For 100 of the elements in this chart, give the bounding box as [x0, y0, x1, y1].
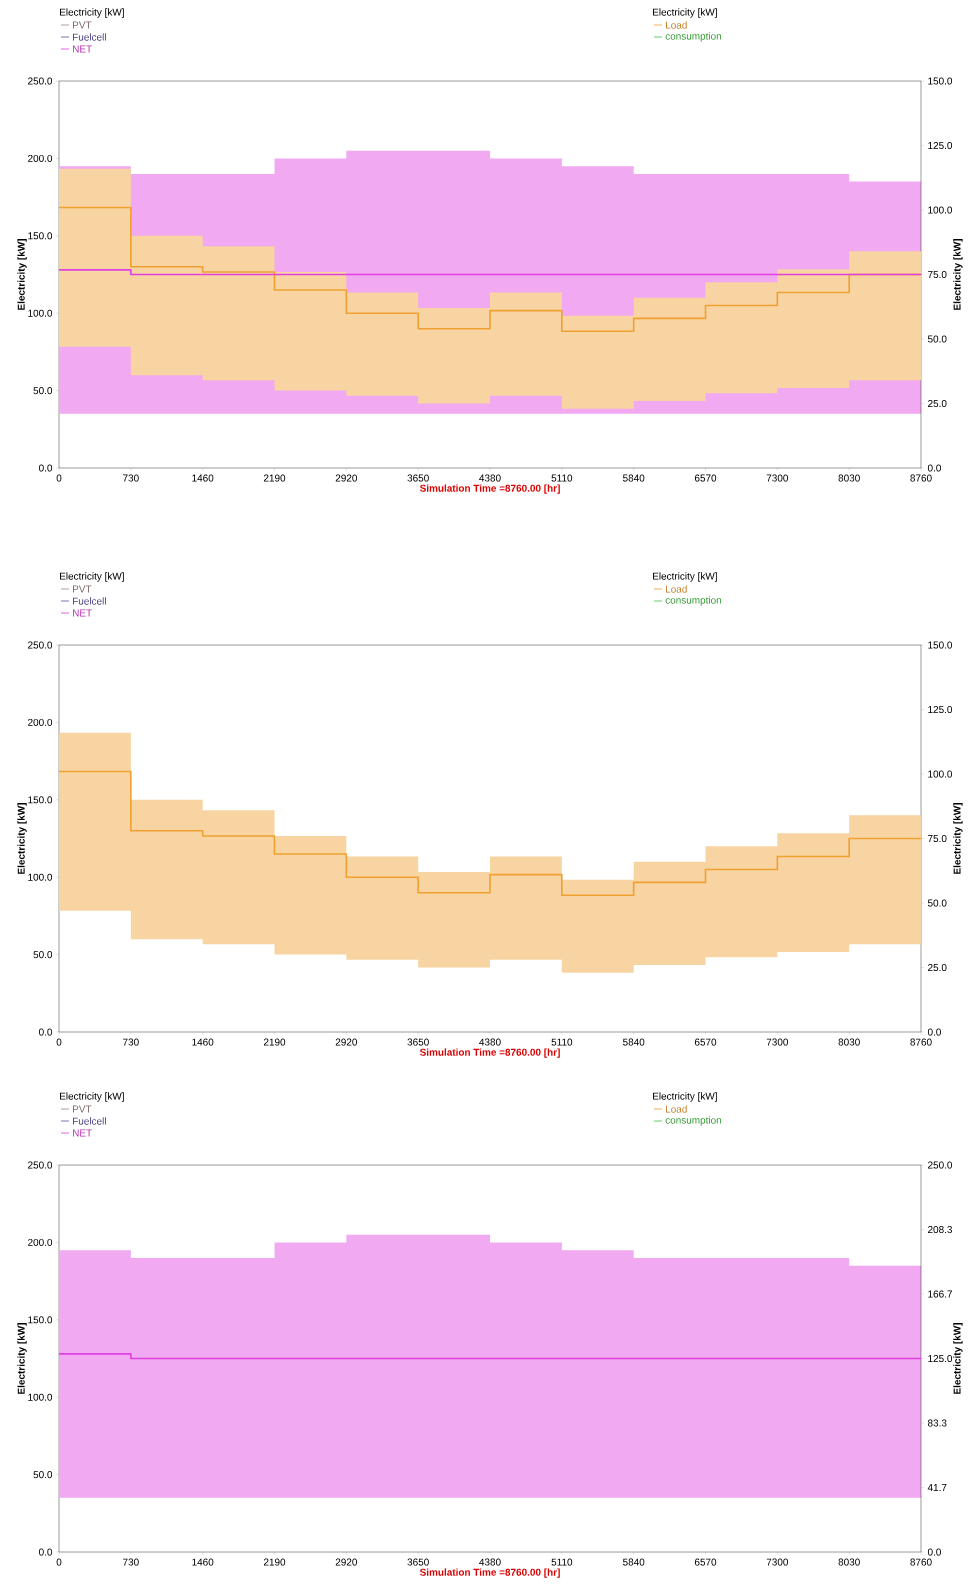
legend-label: PVT: [73, 1105, 92, 1113]
y-tick-label: 100.0: [28, 309, 53, 317]
legend-label: Load: [666, 585, 687, 593]
y-tick-label: 50.0: [33, 1471, 53, 1479]
y2-axis-title: Electricity [kW]: [953, 803, 963, 874]
x-tick-label: 2190: [263, 474, 286, 482]
y2-tick-label: 25.0: [928, 399, 947, 408]
x-tick-label: 5840: [622, 1558, 645, 1566]
y2-tick-label: 166.7: [928, 1290, 952, 1298]
y2-tick-label: 100.0: [928, 206, 953, 214]
y-axis-title: Electricity [kW]: [17, 239, 27, 310]
y-tick-label: 250.0: [28, 77, 53, 85]
x-tick-label: 5840: [622, 1038, 645, 1046]
x-tick-label: 6570: [694, 1038, 717, 1046]
y-tick-label: 100.0: [28, 873, 53, 881]
legend-title: Electricity [kW]: [60, 8, 124, 18]
legend-label: consumption: [665, 596, 722, 606]
y-tick-label: 250.0: [28, 1161, 53, 1169]
x-axis-title: Simulation Time =8760.00 [hr]: [419, 1568, 560, 1578]
legend-label: PVT: [73, 585, 92, 593]
legend-label: Fuelcell: [73, 33, 106, 41]
y2-tick-label: 150.0: [928, 77, 953, 85]
x-tick-label: 2190: [263, 1038, 286, 1046]
y-tick-label: 200.0: [28, 1238, 53, 1246]
legend-label: Fuelcell: [73, 597, 106, 605]
y2-tick-label: 0.0: [927, 464, 941, 472]
x-axis-title: Simulation Time =8760.00 [hr]: [419, 484, 560, 494]
text: Electricity [kW]: [653, 1092, 717, 1102]
y-tick-label: 150.0: [28, 796, 53, 804]
y2-tick-label: 150.0: [928, 641, 953, 649]
legend-label: consumption: [665, 1116, 722, 1126]
x-tick-label: 0: [56, 474, 62, 482]
x-tick-label: 7300: [766, 1558, 789, 1566]
x-tick-label: 8030: [838, 1558, 860, 1566]
legend-title: Electricity [kW]: [60, 572, 124, 582]
text: Electricity [kW]: [653, 572, 717, 582]
y-axis-title: Electricity [kW]: [17, 1323, 27, 1394]
x-tick-label: 8030: [838, 1038, 860, 1046]
y2-tick-label: 25.0: [928, 963, 947, 972]
x-tick-label: 2920: [335, 474, 358, 482]
x-tick-label: 2920: [335, 1038, 358, 1046]
x-tick-label: 5110: [551, 1038, 573, 1046]
y-tick-label: 0.0: [39, 1028, 53, 1036]
y2-tick-label: 125.0: [928, 705, 953, 714]
y-tick-label: 200.0: [28, 718, 53, 726]
x-tick-label: 0: [56, 1038, 62, 1046]
y2-tick-label: 0.0: [927, 1028, 941, 1036]
y2-tick-label: 208.3: [928, 1225, 953, 1234]
y-tick-label: 150.0: [28, 1316, 53, 1324]
y-tick-label: 200.0: [28, 154, 53, 162]
y2-tick-label: 100.0: [928, 770, 953, 778]
x-tick-label: 730: [123, 1038, 139, 1046]
y-axis-title: Electricity [kW]: [17, 803, 27, 874]
x-tick-label: 8760: [910, 1558, 932, 1566]
x-tick-label: 5110: [551, 474, 573, 482]
legend-label: Load: [666, 21, 687, 29]
x-tick-label: 1460: [192, 1558, 214, 1566]
y2-tick-label: 83.3: [927, 1419, 947, 1427]
x-tick-label: 7300: [766, 1038, 789, 1046]
legend-label: NET: [73, 609, 92, 617]
x-tick-label: 4380: [479, 1558, 501, 1566]
x-tick-label: 2920: [335, 1558, 358, 1566]
legend-title: Electricity [kW]: [60, 1092, 124, 1102]
x-tick-label: 0: [56, 1558, 62, 1566]
legend-label: NET: [73, 1129, 92, 1137]
y-tick-label: 50.0: [33, 387, 53, 395]
y2-tick-label: 0.0: [927, 1548, 941, 1556]
y2-tick-label: 50.0: [927, 899, 947, 907]
x-tick-label: 6570: [694, 1558, 717, 1566]
y-tick-label: 100.0: [28, 1393, 53, 1401]
x-tick-label: 1460: [192, 474, 214, 482]
legend-label: Load: [666, 1105, 687, 1113]
y2-axis-title: Electricity [kW]: [953, 239, 963, 310]
text: Electricity [kW]: [653, 8, 717, 18]
x-tick-label: 4380: [479, 474, 501, 482]
x-tick-label: 3650: [407, 1558, 429, 1566]
y-tick-label: 0.0: [39, 464, 53, 472]
y2-tick-label: 250.0: [928, 1161, 953, 1169]
x-tick-label: 3650: [407, 474, 429, 482]
y2-tick-label: 41.7: [927, 1484, 947, 1491]
x-axis-title: Simulation Time =8760.00 [hr]: [419, 1048, 560, 1058]
x-tick-label: 8760: [910, 474, 932, 482]
x-tick-label: 3650: [407, 1038, 429, 1046]
legend-label: NET: [73, 45, 92, 53]
legend-label: Fuelcell: [73, 1117, 106, 1125]
y-tick-label: 250.0: [28, 641, 53, 649]
x-tick-label: 8760: [910, 1038, 932, 1046]
y2-tick-label: 75.0: [928, 270, 947, 279]
x-tick-label: 5110: [551, 1558, 573, 1566]
x-tick-label: 730: [123, 1558, 139, 1566]
legend-label: PVT: [73, 21, 92, 29]
x-tick-label: 8030: [838, 474, 860, 482]
x-tick-label: 1460: [192, 1038, 214, 1046]
x-tick-label: 4380: [479, 1038, 501, 1046]
y-tick-label: 50.0: [33, 951, 53, 959]
y-tick-label: 150.0: [28, 232, 53, 240]
y2-axis-title: Electricity [kW]: [953, 1323, 963, 1394]
x-tick-label: 2190: [263, 1558, 286, 1566]
x-tick-label: 6570: [694, 474, 717, 482]
legend-label: consumption: [665, 32, 722, 42]
